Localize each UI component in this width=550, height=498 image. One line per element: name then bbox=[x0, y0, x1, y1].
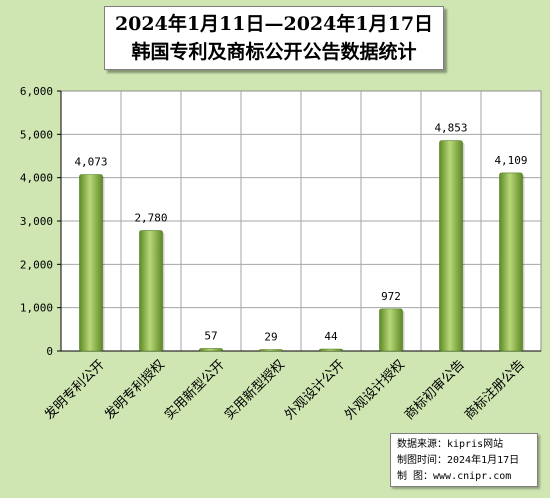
chart-maker-line: 制 图：www.cnipr.com bbox=[397, 469, 537, 485]
y-tick-label: 0 bbox=[46, 345, 53, 358]
bar-value-label: 57 bbox=[204, 330, 217, 343]
y-tick-label: 2,000 bbox=[20, 258, 53, 271]
bar bbox=[500, 173, 523, 351]
bar bbox=[320, 349, 343, 351]
y-tick-label: 3,000 bbox=[20, 215, 53, 228]
bar-value-label: 44 bbox=[324, 330, 338, 343]
bar-value-label: 972 bbox=[381, 290, 401, 303]
bar bbox=[380, 309, 403, 351]
x-tick-label: 外观设计授权 bbox=[341, 357, 407, 423]
chart-subtitle: 韩国专利及商标公开公告数据统计 bbox=[105, 38, 443, 66]
bar-value-label: 29 bbox=[264, 331, 277, 344]
y-tick-label: 4,000 bbox=[20, 172, 53, 185]
bar-value-label: 2,780 bbox=[134, 212, 167, 225]
x-tick-label: 实用新型公开 bbox=[161, 357, 227, 423]
x-tick-label: 外观设计公开 bbox=[282, 357, 348, 423]
x-tick-label: 实用新型授权 bbox=[221, 357, 287, 423]
y-tick-label: 1,000 bbox=[20, 302, 53, 315]
bar-value-label: 4,853 bbox=[434, 122, 467, 135]
bar bbox=[260, 350, 283, 352]
bar bbox=[200, 349, 223, 351]
x-tick-label: 发明专利授权 bbox=[101, 357, 167, 423]
bar bbox=[140, 231, 163, 351]
y-tick-label: 5,000 bbox=[20, 128, 53, 141]
chart-date-line: 制图时间：2024年1月17日 bbox=[397, 453, 537, 469]
x-tick-label: 商标注册公告 bbox=[462, 357, 528, 423]
bar bbox=[80, 175, 103, 351]
y-tick-label: 6,000 bbox=[20, 85, 53, 98]
chart-title-box: 2024年1月11日—2024年1月17日 韩国专利及商标公开公告数据统计 bbox=[104, 6, 444, 70]
x-tick-label: 发明专利公开 bbox=[41, 357, 107, 423]
bar-value-label: 4,109 bbox=[494, 154, 527, 167]
chart-title: 2024年1月11日—2024年1月17日 bbox=[105, 10, 443, 38]
x-tick-label: 商标初审公告 bbox=[402, 357, 468, 423]
bar bbox=[440, 141, 463, 351]
bar-value-label: 4,073 bbox=[74, 156, 107, 169]
source-line: 数据来源：kipris网站 bbox=[397, 437, 537, 453]
source-note-box: 数据来源：kipris网站 制图时间：2024年1月17日 制 图：www.cn… bbox=[390, 433, 538, 487]
